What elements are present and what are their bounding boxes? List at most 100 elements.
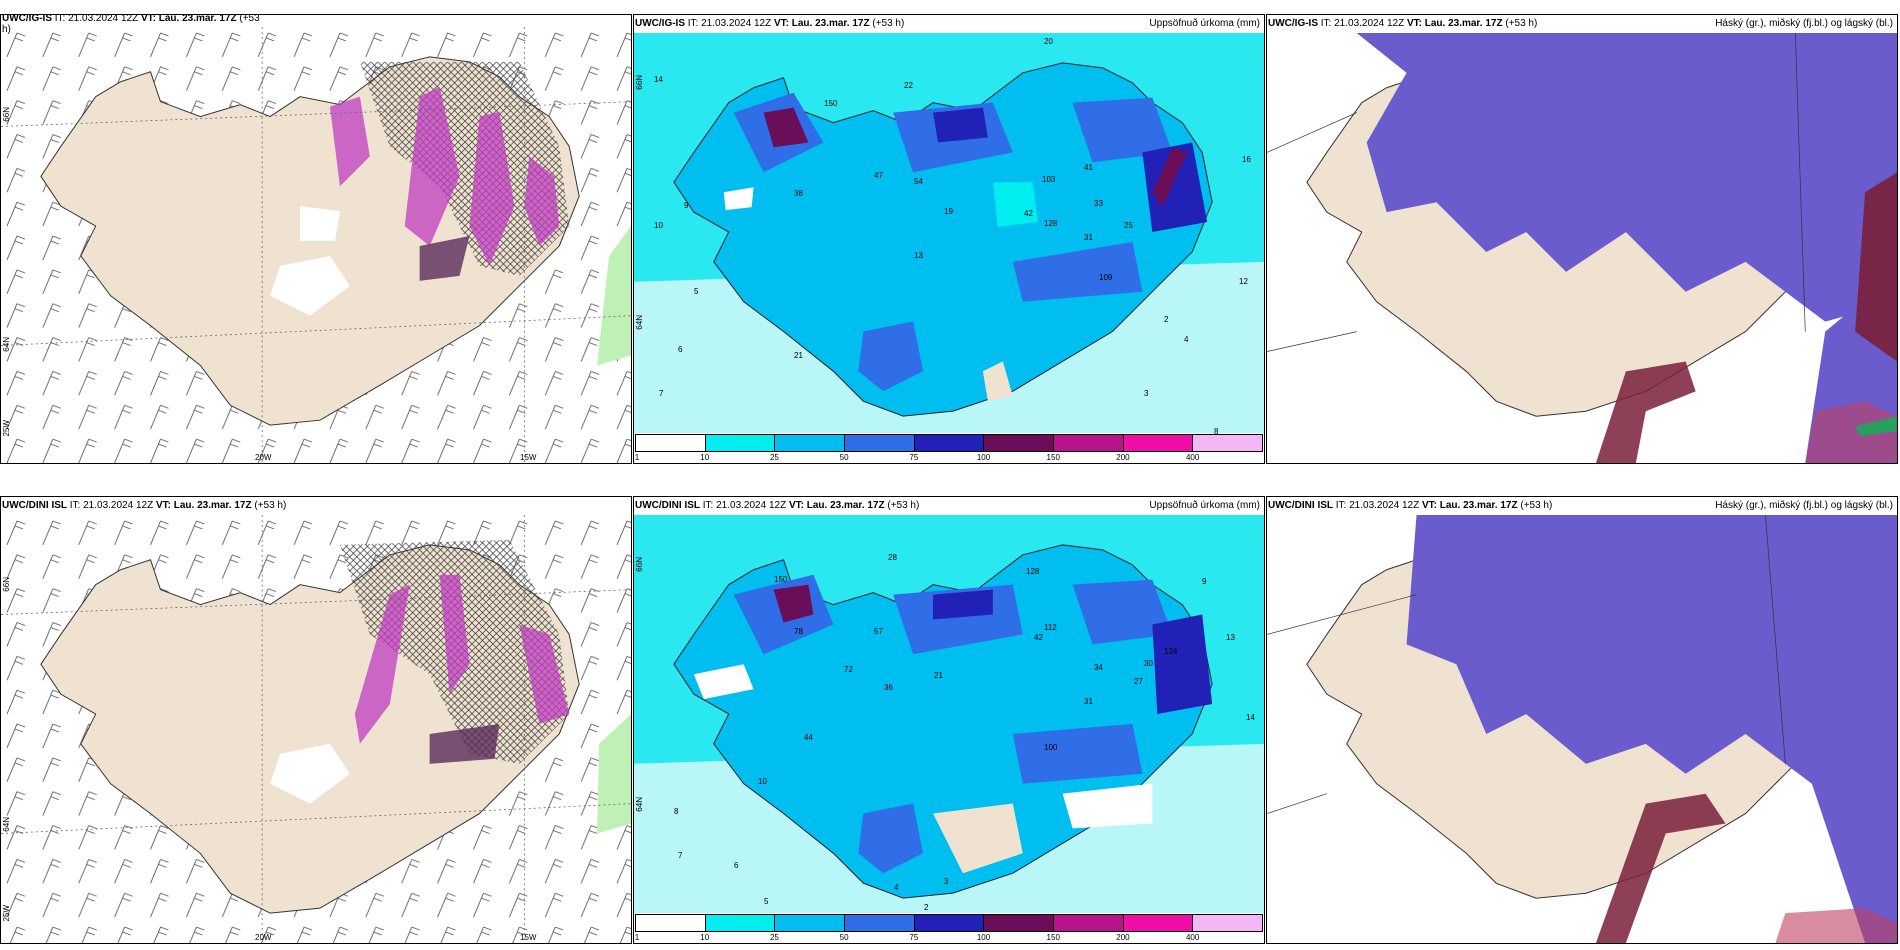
precip-label: 31 <box>1084 697 1093 706</box>
colorbar-tick: 150 <box>1046 933 1060 942</box>
cloud-map-panel-dini-isl: UWC/DINI ISL IT: 21.03.2024 12Z VT: Lau.… <box>1266 496 1898 944</box>
lat-label-64n: 64N <box>635 797 644 812</box>
precip-label: 20 <box>1044 37 1053 46</box>
precip-label: 3 <box>944 877 949 886</box>
cloud-map-panel-ig-is: UWC/IG-IS IT: 21.03.2024 12Z VT: Lau. 23… <box>1266 14 1898 464</box>
colorbar-tick: 200 <box>1116 453 1130 462</box>
precip-label: 6 <box>678 345 683 354</box>
colorbar-swatch <box>1193 915 1263 931</box>
colorbar-swatch <box>845 915 915 931</box>
precip-label: 14 <box>1246 713 1255 722</box>
precip-label: 9 <box>1202 577 1207 586</box>
panel-title-right: Háský (gr.), miðský (fj.bl.) og lágský (… <box>1715 500 1893 511</box>
lon-label-20w: 20W <box>255 933 272 942</box>
precip-label: 78 <box>794 627 803 636</box>
precip-label: 10 <box>654 221 663 230</box>
colorbar-swatch <box>914 435 985 451</box>
precip-label: 109 <box>1099 273 1113 282</box>
panel-header: UWC/IG-IS IT: 21.03.2024 12Z VT: Lau. 23… <box>1268 18 1538 29</box>
precip-label: 44 <box>804 733 813 742</box>
wind-map <box>1 515 631 943</box>
colorbar-tick: 10 <box>700 933 710 942</box>
lon-label-15w: 15W <box>520 933 537 942</box>
precip-label: 72 <box>844 665 853 674</box>
precip-label: 7 <box>659 389 664 398</box>
colorbar-tick: 100 <box>976 453 991 462</box>
colorbar-tick: 75 <box>909 933 919 942</box>
precip-label: 38 <box>794 189 803 198</box>
colorbar-tick: 1 <box>634 933 640 942</box>
panel-header: UWC/IG-IS IT: 21.03.2024 12Z VT: Lau. 23… <box>635 18 905 29</box>
precip-map-panel-ig-is: UWC/IG-IS IT: 21.03.2024 12Z VT: Lau. 23… <box>633 14 1265 464</box>
precip-label: 128 <box>1044 219 1058 228</box>
colorbar-tick: 400 <box>1185 933 1200 942</box>
colorbar-tick: 100 <box>976 933 991 942</box>
precip-label: 27 <box>1134 677 1143 686</box>
precip-label: 47 <box>874 171 883 180</box>
precip-label: 3 <box>1144 389 1149 398</box>
lat-label-64n: 64N <box>2 817 11 832</box>
precip-label: 128 <box>1026 567 1040 576</box>
precip-label: 19 <box>944 207 953 216</box>
panel-header: UWC/DINI ISL IT: 21.03.2024 12Z VT: Lau.… <box>635 500 920 511</box>
precip-label: 36 <box>884 683 893 692</box>
colorbar-swatch <box>705 435 776 451</box>
precip-label: 150 <box>824 99 838 108</box>
colorbar-tick: 1 <box>634 453 640 462</box>
precip-label: 9 <box>684 201 689 210</box>
colorbar-swatch <box>984 435 1055 451</box>
colorbar-swatch <box>1193 435 1263 451</box>
precip-label: 41 <box>1084 163 1093 172</box>
precip-label: 150 <box>774 575 788 584</box>
precip-colorbar: 1 10 25 50 75 100 150 200 400 <box>635 434 1263 462</box>
colorbar-swatch <box>1054 435 1124 451</box>
precip-label: 57 <box>874 627 883 636</box>
precip-label: 5 <box>764 897 769 906</box>
colorbar-tick: 25 <box>769 933 779 942</box>
panel-title-right: Uppsöfnuð úrkoma (mm) <box>1149 500 1260 511</box>
colorbar-swatch <box>775 915 846 931</box>
colorbar-tick: 200 <box>1116 933 1130 942</box>
precip-label: 16 <box>1242 155 1251 164</box>
precip-label: 103 <box>1042 175 1056 184</box>
colorbar-tick: 25 <box>769 453 779 462</box>
precip-map <box>634 33 1264 433</box>
lat-label-66n: 66N <box>2 107 11 122</box>
colorbar-swatch <box>775 435 846 451</box>
cloud-map <box>1267 33 1897 463</box>
precip-label: 34 <box>1094 663 1103 672</box>
colorbar-swatch <box>636 435 706 451</box>
panel-header: UWC/DINI ISL IT: 21.03.2024 12Z VT: Lau.… <box>1268 500 1553 511</box>
precip-label: 4 <box>894 883 899 892</box>
panel-title-right: Uppsöfnuð úrkoma (mm) <box>1149 18 1260 29</box>
precip-label: 25 <box>1124 221 1133 230</box>
wind-map <box>1 27 631 463</box>
colorbar-tick: 75 <box>909 453 919 462</box>
precip-label: 30 <box>1144 659 1153 668</box>
precip-map <box>634 515 1264 913</box>
precip-label: 31 <box>1084 233 1093 242</box>
precip-map-panel-dini-isl: UWC/DINI ISL IT: 21.03.2024 12Z VT: Lau.… <box>633 496 1265 944</box>
panel-title-right: Háský (gr.), miðský (fj.bl.) og lágský (… <box>1715 18 1893 29</box>
precip-label: 5 <box>694 287 699 296</box>
precip-label: 42 <box>1024 209 1033 218</box>
precip-label: 100 <box>1044 743 1058 752</box>
wind-map-panel-ig-is: UWC/IG-IS IT: 21.03.2024 12Z VT: Lau. 23… <box>0 14 632 464</box>
precip-label: 7 <box>678 851 683 860</box>
precip-label: 13 <box>1226 633 1235 642</box>
panel-header: UWC/DINI ISL IT: 21.03.2024 12Z VT: Lau.… <box>2 500 287 511</box>
precip-label: 42 <box>1034 633 1043 642</box>
colorbar-swatch <box>1054 915 1124 931</box>
colorbar-swatch <box>1123 435 1194 451</box>
precip-label: 22 <box>904 81 913 90</box>
lon-label-20w: 20W <box>255 453 272 462</box>
colorbar-tick: 10 <box>700 453 710 462</box>
colorbar-tick: 400 <box>1185 453 1200 462</box>
precip-label: 14 <box>654 75 663 84</box>
precip-label: 6 <box>734 861 739 870</box>
precip-label: 4 <box>1184 335 1189 344</box>
colorbar-tick: 150 <box>1046 453 1060 462</box>
lon-label-25w: 25W <box>2 905 11 922</box>
precip-label: 54 <box>914 177 923 186</box>
colorbar-swatch <box>984 915 1055 931</box>
